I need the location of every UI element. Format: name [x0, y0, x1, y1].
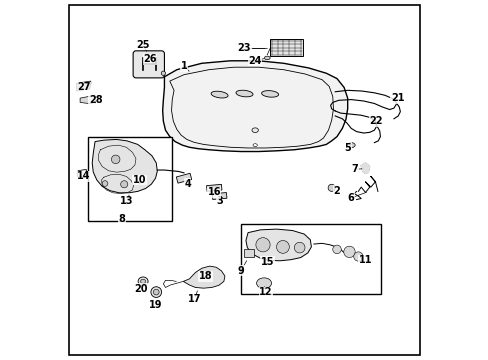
Text: 7: 7: [351, 164, 357, 174]
Text: 12: 12: [259, 287, 272, 297]
Ellipse shape: [264, 56, 269, 60]
Text: 20: 20: [134, 284, 148, 293]
Polygon shape: [77, 81, 91, 91]
Ellipse shape: [261, 91, 278, 97]
Text: 3: 3: [216, 196, 223, 206]
Text: 9: 9: [237, 266, 244, 276]
Ellipse shape: [151, 287, 161, 297]
Ellipse shape: [236, 90, 252, 97]
Circle shape: [343, 246, 354, 257]
Ellipse shape: [153, 289, 159, 295]
Polygon shape: [183, 266, 224, 288]
Text: 13: 13: [120, 196, 134, 206]
Text: 18: 18: [198, 271, 212, 281]
Text: 11: 11: [358, 255, 371, 265]
Text: 26: 26: [143, 54, 157, 64]
Polygon shape: [80, 96, 96, 104]
Polygon shape: [92, 139, 157, 193]
Text: 25: 25: [136, 40, 149, 50]
Polygon shape: [361, 163, 369, 174]
Circle shape: [353, 252, 362, 261]
Polygon shape: [77, 169, 87, 177]
Polygon shape: [212, 193, 226, 199]
Circle shape: [255, 238, 269, 252]
Circle shape: [327, 184, 335, 192]
Circle shape: [276, 240, 289, 253]
Bar: [241, 225, 381, 294]
Text: 23: 23: [237, 43, 251, 53]
Polygon shape: [163, 61, 347, 152]
Text: 27: 27: [77, 82, 90, 93]
Text: 8: 8: [118, 214, 125, 224]
Text: 10: 10: [133, 175, 146, 185]
Text: 1: 1: [180, 61, 187, 71]
Text: 17: 17: [187, 294, 201, 304]
Bar: [244, 249, 254, 257]
Bar: [88, 137, 171, 221]
Text: 15: 15: [260, 257, 274, 267]
Circle shape: [294, 242, 305, 253]
Circle shape: [332, 245, 341, 254]
Text: 2: 2: [333, 186, 340, 196]
Circle shape: [121, 181, 127, 188]
Ellipse shape: [252, 144, 257, 147]
Text: 4: 4: [184, 179, 190, 189]
Ellipse shape: [256, 278, 271, 288]
Text: 14: 14: [77, 171, 90, 181]
Circle shape: [161, 71, 165, 75]
FancyBboxPatch shape: [133, 51, 164, 78]
Bar: [269, 39, 302, 56]
Ellipse shape: [211, 91, 227, 98]
Ellipse shape: [141, 279, 145, 284]
Text: 19: 19: [148, 300, 162, 310]
Polygon shape: [176, 173, 191, 183]
Circle shape: [111, 155, 120, 164]
Ellipse shape: [251, 128, 258, 132]
Text: 6: 6: [347, 193, 354, 203]
Polygon shape: [245, 229, 311, 261]
Ellipse shape: [138, 277, 148, 286]
Text: 22: 22: [368, 116, 382, 126]
Text: 5: 5: [344, 143, 350, 153]
Ellipse shape: [346, 143, 354, 148]
Circle shape: [102, 181, 108, 186]
Text: 24: 24: [248, 56, 262, 66]
Polygon shape: [206, 184, 222, 191]
Text: 28: 28: [89, 95, 102, 105]
Text: 16: 16: [207, 188, 221, 197]
Text: 21: 21: [390, 93, 404, 103]
